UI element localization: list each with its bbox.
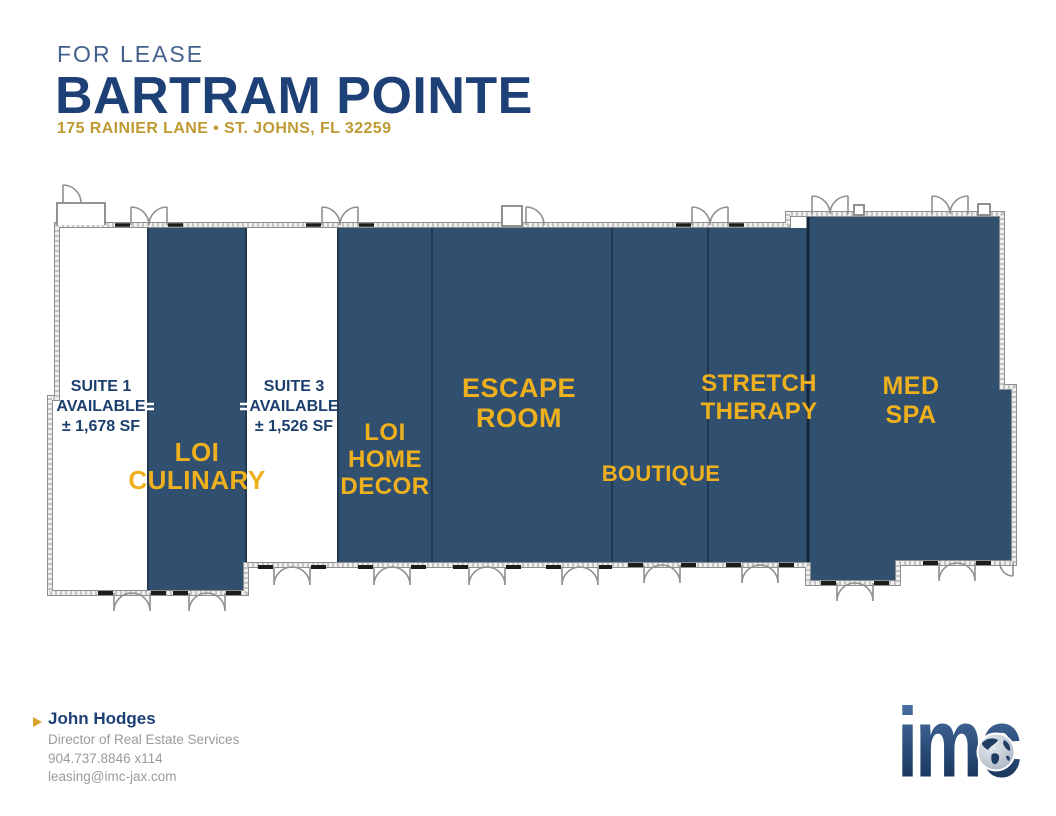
suite-1-name: SUITE 1 (70, 378, 132, 395)
wall-post-1 (853, 204, 865, 216)
label-med-spa: MED SPA (882, 372, 940, 429)
contact-phone: 904.737.8846 x114 (48, 751, 163, 766)
suite-shape-loi-culinary (148, 228, 246, 590)
contact-name: John Hodges (48, 709, 156, 728)
contact-email: leasing@imc-jax.com (48, 769, 177, 784)
door-symbols (62, 184, 1014, 612)
suite-3-size: ± 1,526 SF (254, 418, 334, 435)
contact-arrow-icon (33, 717, 42, 727)
suite-3-name: SUITE 3 (263, 378, 325, 395)
suite-shape-stretch-therapy (708, 228, 808, 565)
suite-1-availability: AVAILABLE (56, 398, 146, 415)
wall-post-2 (977, 203, 991, 216)
label-escape-room: ESCAPE ROOM (461, 373, 577, 433)
property-title: BARTRAM POINTE (55, 67, 533, 125)
imc-logo: imc (897, 694, 1027, 793)
suite-shape-med-spa (808, 216, 1012, 581)
door-jambs (98, 223, 991, 595)
suite-shape-boutique (612, 228, 708, 565)
for-lease-eyebrow: FOR LEASE (57, 41, 205, 67)
bumpout-room (56, 202, 106, 225)
property-address: 175 RAINIER LANE • ST. JOHNS, FL 32259 (57, 120, 392, 137)
label-suite-1: SUITE 1 AVAILABLE ± 1,678 SF (56, 377, 145, 437)
label-boutique: BOUTIQUE (601, 461, 721, 486)
suite-1-size: ± 1,678 SF (61, 418, 141, 435)
label-loi-home-decor: LOI HOME DECOR (340, 419, 430, 500)
wall-break-marks (142, 402, 252, 411)
label-suite-3: SUITE 3 AVAILABLE ± 1,526 SF (249, 377, 338, 437)
suite-shape-escape-room (432, 228, 612, 567)
suite-3-availability: AVAILABLE (249, 398, 339, 415)
globe-icon (976, 732, 1016, 772)
label-loi-culinary: LOI CULINARY (128, 437, 266, 495)
label-stretch-therapy: STRETCH THERAPY (700, 370, 818, 425)
vestibule (501, 205, 523, 227)
contact-title: Director of Real Estate Services (48, 732, 240, 747)
leased-suite-shapes (148, 216, 1012, 590)
suite-shape-loi-home-decor (338, 228, 432, 567)
